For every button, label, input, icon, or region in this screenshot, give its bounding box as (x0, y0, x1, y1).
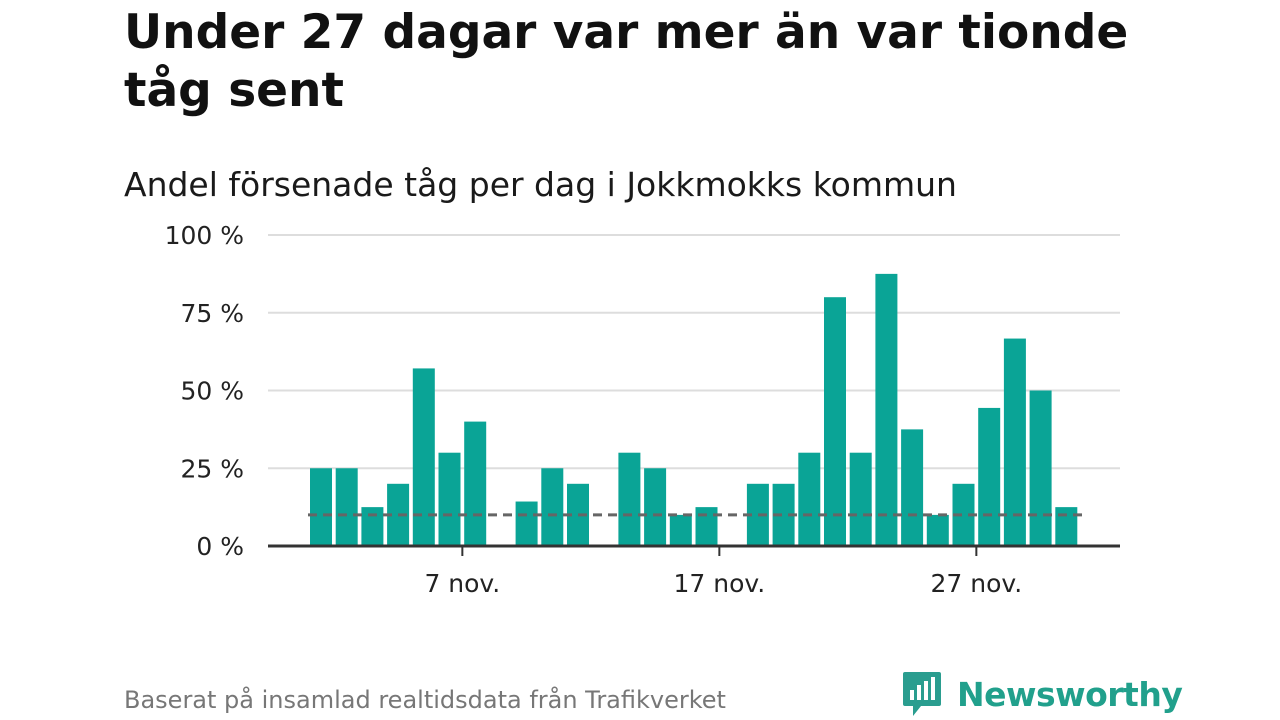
bar (1003, 338, 1026, 546)
bar (541, 468, 564, 546)
bar (695, 507, 718, 546)
bar (644, 468, 667, 546)
chart-title: Under 27 dagar var mer än var tionde tåg… (124, 5, 1129, 118)
bar (772, 483, 795, 546)
bar (412, 368, 435, 546)
bar (464, 421, 487, 546)
chart-subtitle: Andel försenade tåg per dag i Jokkmokks … (124, 165, 957, 204)
bar (849, 452, 872, 546)
bar (515, 501, 538, 546)
bars (310, 273, 1078, 546)
chart-bubble-icon (903, 672, 941, 716)
bar (1029, 390, 1052, 546)
bar (361, 507, 384, 546)
bar (952, 483, 975, 546)
source-note: Baserat på insamlad realtidsdata från Tr… (124, 686, 726, 714)
bar (310, 468, 332, 546)
bar (669, 514, 692, 546)
bar (978, 407, 1001, 546)
newsworthy-logo: Newsworthy (901, 670, 1183, 718)
bar (746, 483, 769, 546)
x-axis: 7 nov. 17 nov. 27 nov. (268, 544, 1120, 598)
bar-chart: 0 % 25 % 50 % 75 % 100 % 7 nov. 17 nov. 27 nov… (165, 221, 1120, 598)
bar (335, 468, 358, 546)
bar (824, 297, 846, 546)
y-tick-label: 100 % (165, 221, 244, 250)
bar (901, 429, 924, 546)
bar (618, 452, 641, 546)
y-tick-label: 75 % (180, 299, 244, 328)
x-tick-label: 27 nov. (930, 569, 1022, 598)
logo-text: Newsworthy (957, 674, 1183, 714)
bar (926, 514, 949, 546)
bar (875, 273, 898, 546)
y-tick-label: 0 % (196, 532, 244, 561)
bar (798, 452, 821, 546)
gridlines: 0 % 25 % 50 % 75 % 100 % (165, 221, 1120, 561)
bar (438, 452, 461, 546)
bar (1055, 507, 1078, 546)
x-tick-label: 7 nov. (424, 569, 500, 598)
y-tick-label: 50 % (180, 377, 244, 406)
y-tick-label: 25 % (180, 454, 244, 483)
x-tick-label: 17 nov. (673, 569, 765, 598)
